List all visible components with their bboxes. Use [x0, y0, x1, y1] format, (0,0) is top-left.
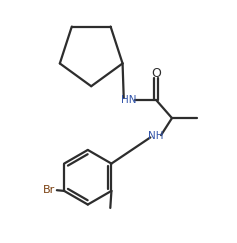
Text: HN: HN: [121, 95, 137, 105]
Text: Br: Br: [43, 185, 55, 195]
Text: O: O: [151, 67, 161, 80]
Text: NH: NH: [148, 131, 164, 141]
